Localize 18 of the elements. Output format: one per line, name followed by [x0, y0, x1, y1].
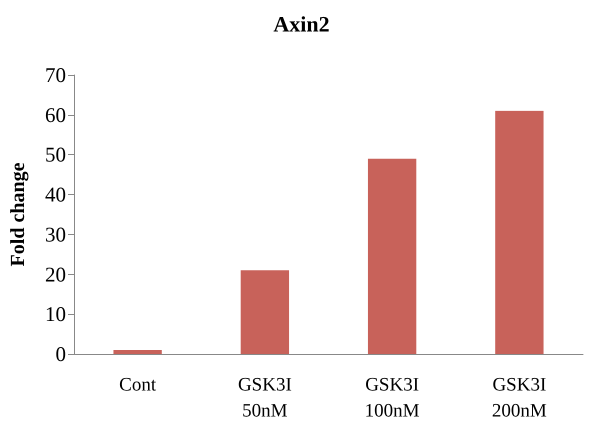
y-tick-label: 50 — [45, 142, 66, 167]
y-tick-label: 60 — [45, 102, 66, 127]
y-axis-title: Fold change — [7, 162, 29, 266]
x-tick-label: GSK3I 100nM — [364, 374, 420, 422]
y-tick-label: 0 — [56, 342, 66, 366]
chart-title: Axin2 — [273, 12, 330, 36]
bar — [495, 110, 544, 354]
y-tick-label: 30 — [45, 222, 66, 246]
x-tick-label: GSK3I 50nM — [238, 374, 292, 422]
y-tick-label: 20 — [45, 262, 66, 286]
x-tick-label: GSK3I 200nM — [492, 374, 547, 422]
bar — [368, 158, 416, 354]
y-tick-label: 70 — [45, 63, 66, 87]
x-tick-label: Cont — [119, 374, 157, 396]
y-tick-label: 40 — [45, 182, 66, 207]
bar — [240, 270, 290, 354]
y-tick-label: 10 — [45, 302, 66, 326]
bar — [113, 350, 162, 354]
